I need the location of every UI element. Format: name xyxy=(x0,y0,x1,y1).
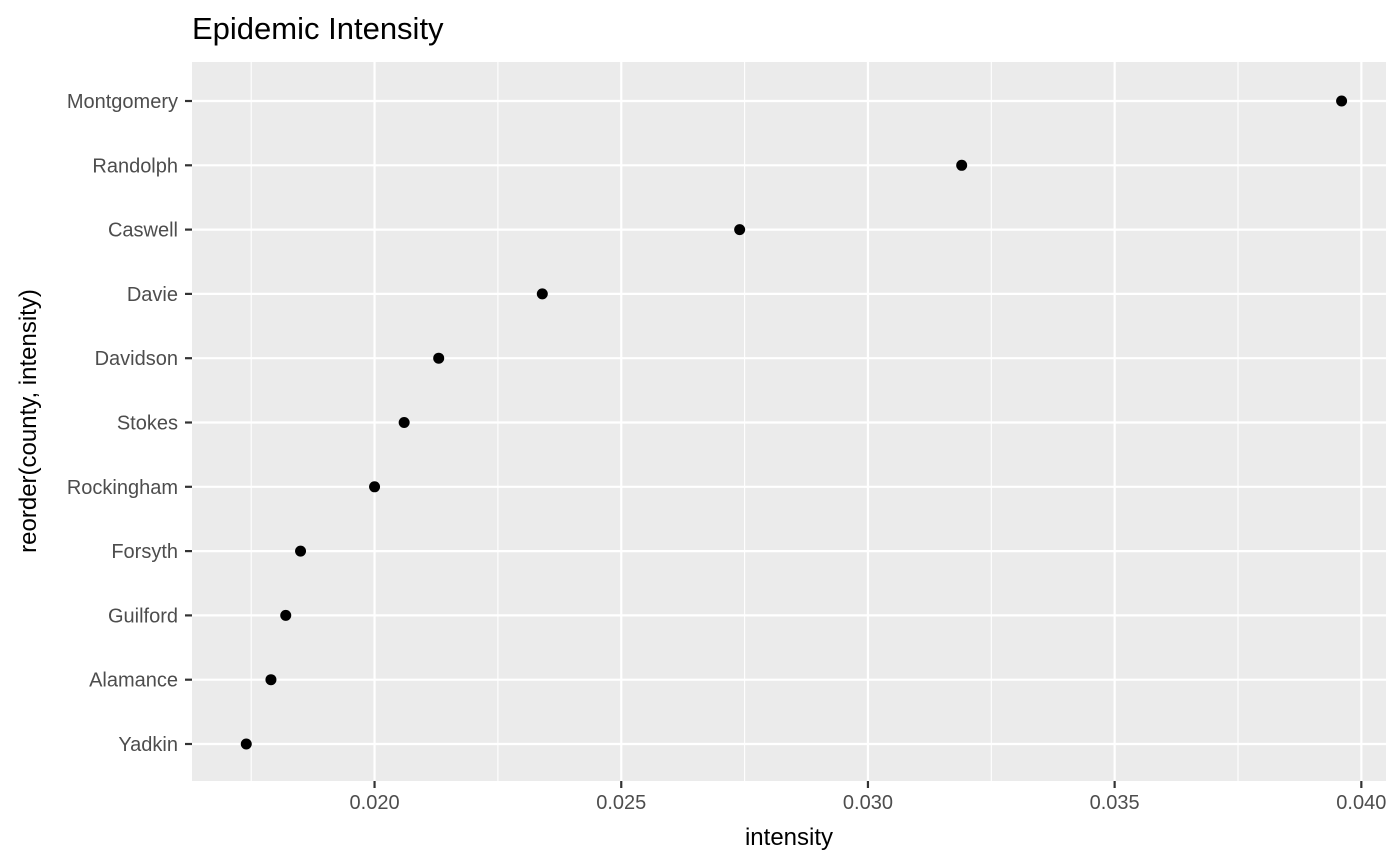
y-tick-label: Randolph xyxy=(92,155,178,177)
data-points xyxy=(240,95,1348,750)
x-tick-label: 0.020 xyxy=(350,792,400,814)
y-axis-title: reorder(county, intensity) xyxy=(15,289,42,553)
x-axis: 0.020 0.025 0.030 0.035 0.040 xyxy=(350,781,1386,814)
data-point xyxy=(280,609,292,621)
data-point xyxy=(398,417,410,428)
chart-title: Epidemic Intensity xyxy=(192,11,444,46)
y-tick-label: Davie xyxy=(127,284,178,306)
data-point xyxy=(433,352,445,364)
y-tick-label: Stokes xyxy=(117,413,178,435)
y-tick-label: Alamance xyxy=(89,670,178,692)
y-tick-label: Yadkin xyxy=(118,734,178,756)
y-axis: Montgomery Randolph Caswell Davie Davidson St… xyxy=(67,91,192,756)
x-tick-label: 0.030 xyxy=(843,792,893,814)
data-point xyxy=(265,674,277,686)
y-tick-label: Montgomery xyxy=(67,91,178,113)
data-point xyxy=(295,545,307,557)
data-point xyxy=(240,738,252,750)
data-point xyxy=(956,159,968,171)
data-point xyxy=(369,481,381,493)
y-tick-label: Forsyth xyxy=(111,541,178,563)
x-tick-label: 0.025 xyxy=(596,792,646,814)
x-tick-label: 0.040 xyxy=(1336,792,1386,814)
x-axis-title: intensity xyxy=(745,824,833,851)
y-tick-label: Davidson xyxy=(95,348,178,370)
data-point xyxy=(734,224,746,236)
data-point xyxy=(1336,95,1348,107)
data-point xyxy=(536,288,548,300)
y-tick-label: Caswell xyxy=(108,220,178,242)
x-tick-label: 0.035 xyxy=(1090,792,1140,814)
major-gridlines xyxy=(192,62,1386,781)
y-tick-label: Rockingham xyxy=(67,477,178,499)
y-tick-label: Guilford xyxy=(108,605,178,627)
